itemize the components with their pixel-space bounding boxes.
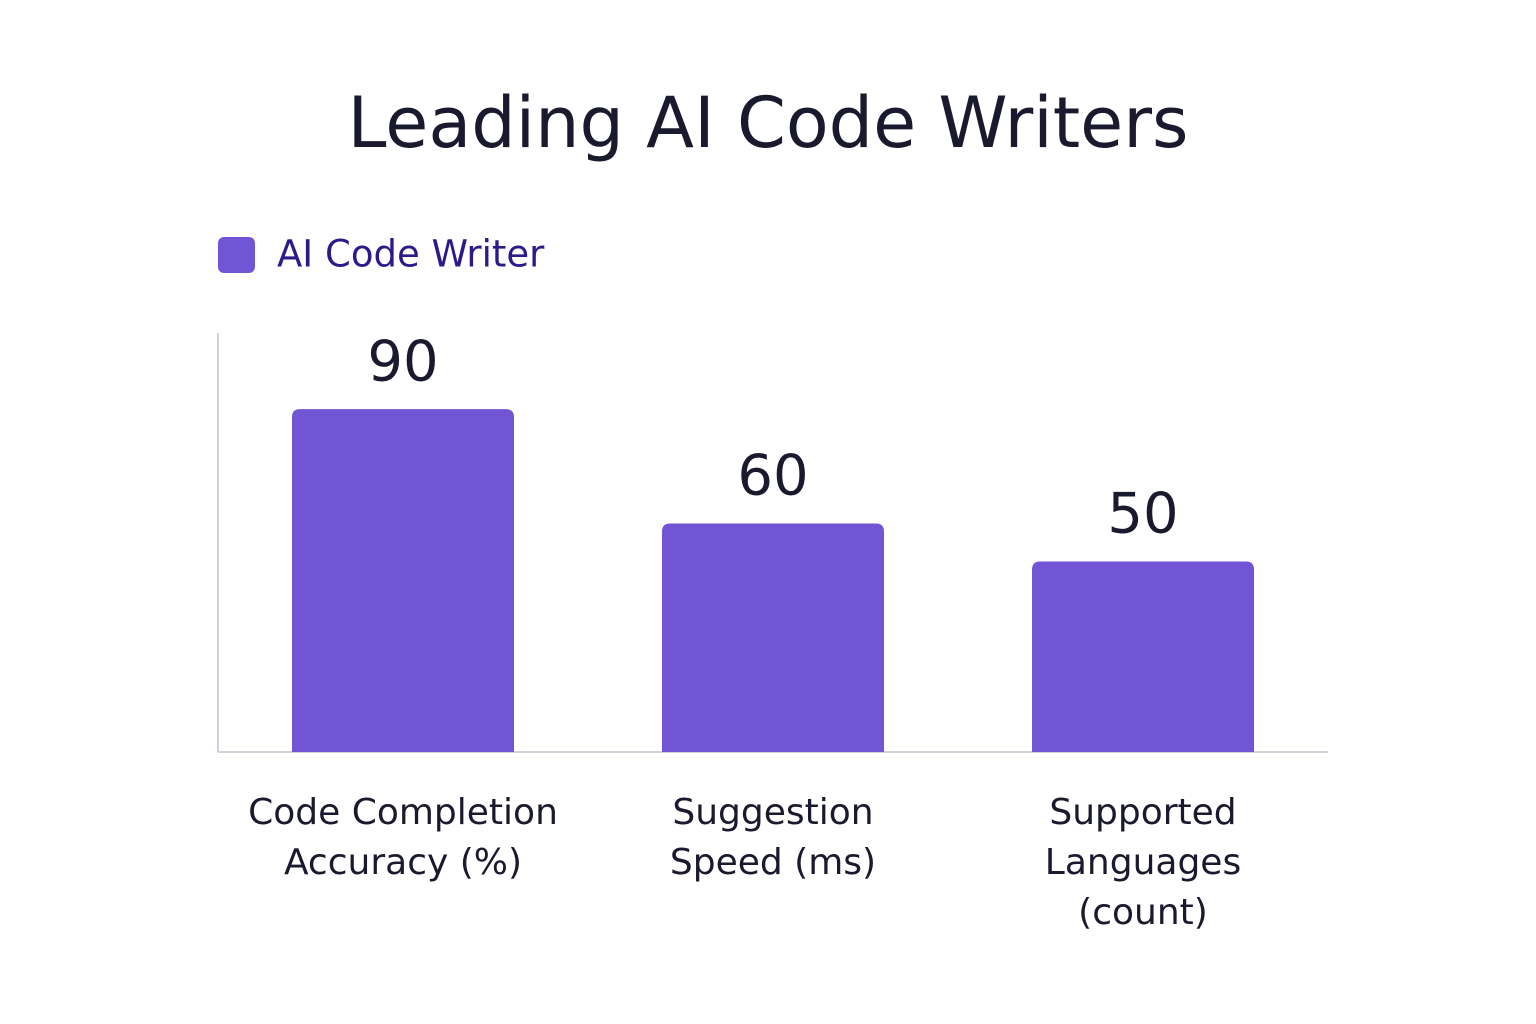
chart-title: Leading AI Code Writers — [348, 82, 1189, 164]
bar — [292, 409, 514, 752]
x-tick-label: Supported Languages (count) — [1044, 792, 1242, 933]
bar — [662, 523, 884, 752]
value-label: 60 — [737, 444, 808, 509]
bar — [1032, 561, 1254, 752]
legend-label: AI Code Writer — [277, 233, 545, 276]
value-label: 50 — [1107, 482, 1178, 547]
x-tick-label: Code Completion Accuracy (%) — [248, 792, 558, 883]
legend-swatch — [218, 237, 255, 273]
value-label: 90 — [367, 329, 438, 394]
x-tick-label: Suggestion Speed (ms) — [669, 792, 877, 883]
